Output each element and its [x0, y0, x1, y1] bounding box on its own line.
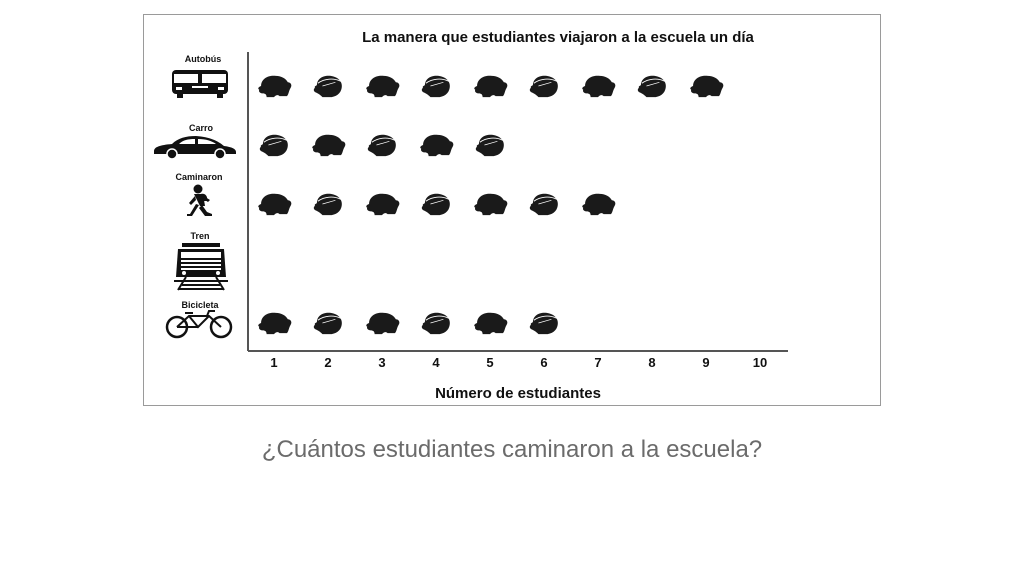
student-head-mark: [421, 312, 451, 335]
student-head-mark: [474, 312, 508, 335]
bus-icon: [172, 70, 228, 98]
student-head-mark: [529, 75, 559, 98]
student-head-mark: [312, 134, 346, 157]
student-head-mark: [420, 134, 454, 157]
student-head-mark: [258, 75, 292, 98]
pictograph-marks: [258, 75, 724, 335]
x-axis-label: Número de estudiantes: [435, 385, 601, 402]
x-tick-label: 2: [324, 355, 331, 370]
student-head-mark: [421, 193, 451, 216]
walking-person-icon: [187, 184, 212, 216]
student-head-mark: [258, 193, 292, 216]
student-head-mark: [313, 312, 343, 335]
student-head-mark: [313, 193, 343, 216]
x-tick-label: 9: [702, 355, 709, 370]
x-tick-label: 5: [486, 355, 493, 370]
student-head-mark: [366, 193, 400, 216]
x-tick-label: 7: [594, 355, 601, 370]
x-tick-label: 10: [753, 355, 767, 370]
x-tick-label: 4: [432, 355, 440, 370]
category-label-car: Carro: [189, 123, 214, 133]
student-head-mark: [367, 134, 397, 157]
x-tick-label: 8: [648, 355, 655, 370]
student-head-mark: [474, 193, 508, 216]
student-head-mark: [366, 312, 400, 335]
student-head-mark: [475, 134, 505, 157]
bicycle-icon: [165, 310, 233, 339]
car-icon: [154, 136, 236, 160]
student-head-mark: [582, 193, 616, 216]
x-tick-labels: 1 2 3 4 5 6 7 8 9 10: [270, 355, 767, 370]
category-label-bus: Autobús: [185, 54, 222, 64]
student-head-mark: [259, 134, 289, 157]
student-head-mark: [258, 312, 292, 335]
student-head-mark: [690, 75, 724, 98]
x-tick-label: 6: [540, 355, 547, 370]
category-label-walk: Caminaron: [175, 172, 222, 182]
student-head-mark: [421, 75, 451, 98]
student-head-mark: [529, 312, 559, 335]
x-tick-label: 3: [378, 355, 385, 370]
x-tick-label: 1: [270, 355, 277, 370]
chart-title: La manera que estudiantes viajaron a la …: [362, 29, 754, 46]
student-head-mark: [474, 75, 508, 98]
student-head-mark: [637, 75, 667, 98]
student-head-mark: [529, 193, 559, 216]
student-head-mark: [313, 75, 343, 98]
student-head-mark: [582, 75, 616, 98]
category-label-train: Tren: [190, 231, 209, 241]
student-head-mark: [366, 75, 400, 98]
category-label-bicycle: Bicicleta: [181, 300, 219, 310]
train-icon: [174, 243, 228, 291]
question-text: ¿Cuántos estudiantes caminaron a la escu…: [261, 436, 763, 463]
